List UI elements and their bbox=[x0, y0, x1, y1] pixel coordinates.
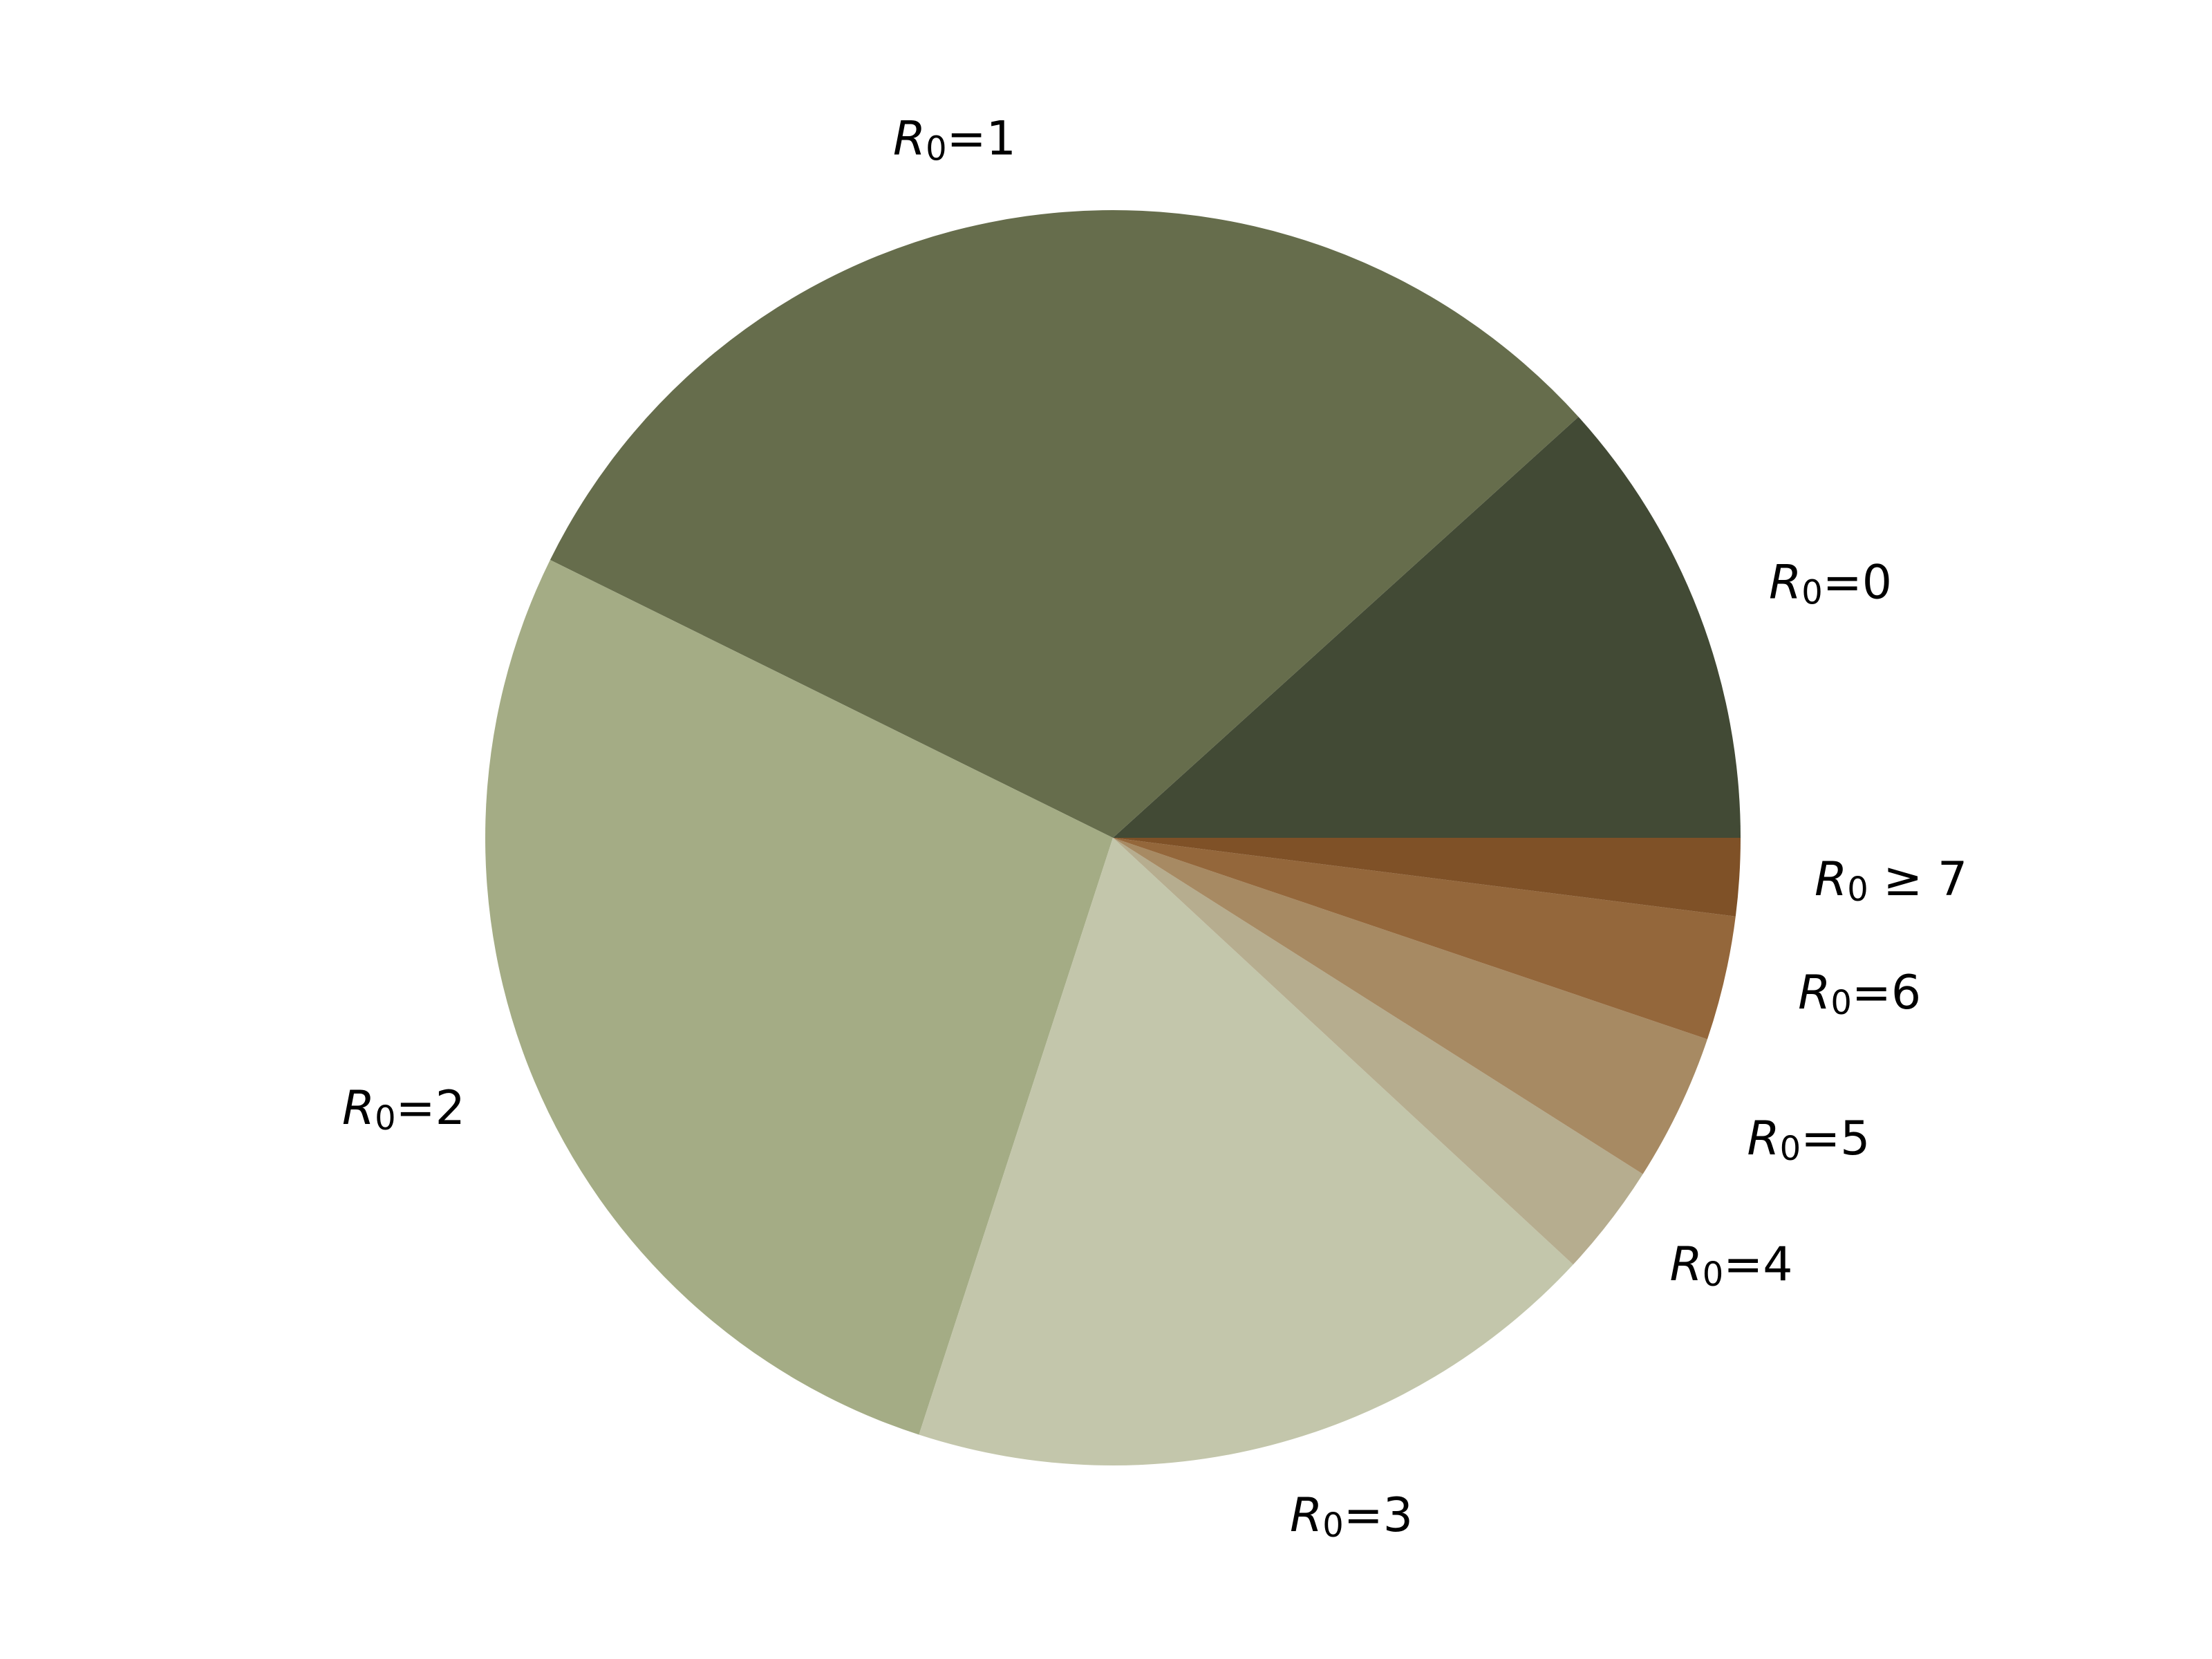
pie-label-1: R0=1 bbox=[893, 111, 1016, 168]
label-value: =3 bbox=[1344, 1488, 1413, 1543]
label-symbol: R bbox=[1290, 1488, 1322, 1543]
label-subscript: 0 bbox=[1830, 984, 1852, 1022]
pie-slice-1 bbox=[550, 210, 1579, 838]
pie-slice-4 bbox=[1113, 838, 1643, 1265]
label-value: =2 bbox=[396, 1081, 465, 1136]
pie-label-5: R0=5 bbox=[1747, 1111, 1870, 1168]
label-symbol: R bbox=[1769, 555, 1801, 610]
label-symbol: R bbox=[1670, 1237, 1703, 1291]
label-value: =1 bbox=[947, 111, 1016, 166]
label-subscript: 0 bbox=[1801, 574, 1823, 612]
pie-slice-7 bbox=[1113, 838, 1741, 917]
pie-slices bbox=[485, 210, 1741, 1466]
pie-label-2: R0=2 bbox=[342, 1081, 465, 1138]
label-subscript: 0 bbox=[1847, 870, 1868, 909]
pie-slice-0 bbox=[1113, 417, 1741, 838]
pie-label-4: R0=4 bbox=[1670, 1237, 1793, 1293]
pie-slice-3 bbox=[919, 838, 1573, 1466]
label-symbol: R bbox=[1798, 966, 1830, 1020]
label-subscript: 0 bbox=[926, 130, 947, 169]
label-value: =4 bbox=[1723, 1237, 1792, 1291]
pie-label-0: R0=0 bbox=[1769, 555, 1892, 612]
pie-slice-2 bbox=[485, 559, 1113, 1435]
pie-labels: R0=0R0=1R0=2R0=3R0=4R0=5R0=6R0 ≥ 7 bbox=[342, 111, 1967, 1545]
pie-label-3: R0=3 bbox=[1290, 1488, 1413, 1545]
label-subscript: 0 bbox=[375, 1099, 396, 1138]
label-subscript: 0 bbox=[1703, 1255, 1724, 1294]
pie-label-6: R0=6 bbox=[1798, 966, 1921, 1022]
label-subscript: 0 bbox=[1780, 1130, 1801, 1168]
pie-slice-5 bbox=[1113, 838, 1707, 1174]
label-symbol: R bbox=[893, 111, 926, 166]
label-value: =0 bbox=[1823, 555, 1892, 610]
label-value: =5 bbox=[1801, 1111, 1870, 1165]
label-symbol: R bbox=[342, 1081, 375, 1136]
label-value: =6 bbox=[1852, 966, 1921, 1020]
label-symbol: R bbox=[1815, 852, 1847, 906]
label-subscript: 0 bbox=[1322, 1506, 1344, 1545]
label-value: ≥ 7 bbox=[1868, 852, 1967, 906]
pie-label-7: R0 ≥ 7 bbox=[1815, 852, 1967, 908]
label-symbol: R bbox=[1747, 1111, 1779, 1165]
pie-slice-6 bbox=[1113, 838, 1736, 1040]
